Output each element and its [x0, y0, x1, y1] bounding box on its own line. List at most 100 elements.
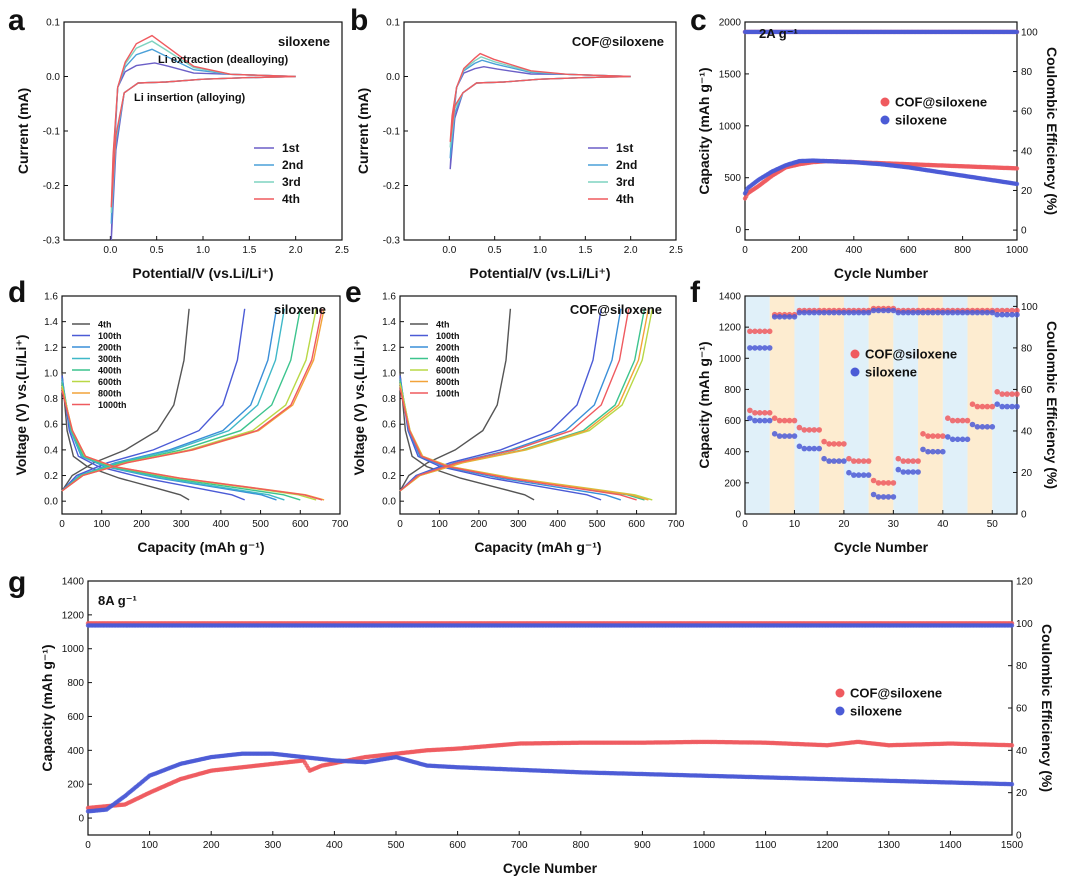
capacity-point-siloxene [786, 433, 793, 439]
ce-point-siloxene CE [846, 309, 852, 316]
legend-label: 2nd [282, 158, 303, 172]
panel-c: 0 200 400 600 800 1000 0 500 1000 1500 2000 0 20 40 60… [690, 4, 1060, 281]
discharge-curve-1000th [61, 390, 323, 501]
capacity-point-siloxene [865, 472, 872, 478]
legend-label: 200th [436, 343, 460, 353]
capacity-point-siloxene [994, 401, 1000, 408]
ce-point-siloxene CE [786, 314, 793, 320]
y-tick-label: 1500 [719, 69, 742, 80]
x-axis-title: Cycle Number [503, 860, 598, 876]
y-tick-label: -0.3 [43, 236, 61, 247]
rate-band [942, 296, 968, 514]
capacity-point-COF@siloxene [974, 403, 981, 410]
capacity-point-COF@siloxene [851, 458, 857, 464]
ce-point-siloxene CE [979, 309, 986, 316]
x-axis-title: Potential/V (vs.Li/Li⁺) [469, 265, 610, 281]
y-tick-label: 0 [78, 814, 84, 825]
cv-curve-3rd [110, 40, 296, 213]
legend-label: 1000th [98, 400, 127, 410]
x-tick-label: 400 [213, 519, 230, 530]
discharge-curve-400th [61, 383, 301, 501]
capacity-point-siloxene [1004, 403, 1010, 410]
y-tick-label: 800 [724, 385, 741, 396]
y-tick-label: 0.1 [386, 18, 400, 29]
x-tick-label: 0.0 [442, 245, 456, 256]
ce-point-siloxene CE [880, 307, 887, 314]
x-tick-label: 700 [668, 519, 685, 530]
y-tick-label: 1400 [719, 292, 742, 303]
capacity-point-siloxene [806, 445, 813, 452]
capacity-point-siloxene [811, 445, 817, 452]
capacity-point-COF@siloxene [989, 403, 996, 410]
legend-label: 1st [616, 141, 633, 155]
capacity-point-COF@siloxene [1014, 391, 1020, 397]
rate-band [769, 296, 795, 514]
x-tick-label: 0 [59, 519, 65, 530]
ce-point-siloxene CE [801, 309, 808, 316]
y-tick-label: 0.8 [44, 394, 58, 405]
rate-band [893, 296, 919, 514]
x-tick-label: 1000 [693, 840, 716, 851]
discharge-curve-4th [399, 372, 535, 501]
capacity-point-siloxene [781, 433, 788, 439]
capacity-point-COF@siloxene [949, 417, 956, 424]
y-tick-label: 1.4 [44, 317, 58, 328]
ce-point-siloxene CE [905, 309, 911, 316]
x-tick-label: 500 [388, 840, 405, 851]
legend-label: 800th [436, 377, 460, 387]
capacity-point-COF@siloxene [762, 410, 768, 416]
charge-curve-100th [399, 308, 630, 492]
capacity-point-siloxene [1014, 181, 1020, 187]
y2-tick-label: 60 [1021, 107, 1033, 118]
y-tick-label: 0.0 [44, 497, 58, 508]
legend-marker [850, 349, 860, 359]
x-tick-label: 200 [203, 840, 220, 851]
x-tick-label: 2.5 [669, 245, 683, 256]
capacity-point-COF@siloxene [910, 458, 916, 464]
y-tick-label: 0.4 [44, 445, 58, 456]
x-axis-title: Cycle Number [834, 539, 929, 555]
ce-point-siloxene CE [821, 309, 827, 316]
capacity-point-COF@siloxene [984, 403, 991, 410]
capacity-point-siloxene [855, 472, 862, 478]
cv-curve-1st [110, 62, 296, 241]
ce-point-siloxene CE [841, 309, 847, 316]
x-tick-label: 1400 [939, 840, 962, 851]
panel-g: 0 100 200 300 400 500 600 700 800 900 1000 1100 1200… [8, 566, 1055, 876]
panel-a: 0.0 0.5 1.0 1.5 2.0 2.5 -0.3 -0.2 -0.1 0.0 0.1 Pote… [8, 4, 349, 281]
capacity-point-COF@siloxene [860, 458, 867, 464]
ce-point-siloxene CE [1009, 623, 1015, 628]
x-tick-label: 0.5 [488, 245, 502, 256]
y-tick-label: 1.2 [44, 343, 58, 354]
x-tick-label: 0.5 [150, 245, 164, 256]
y-tick-label: 2000 [719, 18, 742, 29]
y-tick-label: 1.4 [382, 317, 396, 328]
capacity-point-COF@siloxene [1014, 166, 1020, 171]
ce-point-siloxene CE [959, 309, 966, 316]
legend-marker [850, 367, 860, 377]
capacity-point-COF@siloxene [964, 417, 971, 424]
charge-curve-200th [61, 308, 278, 492]
discharge-curve-4th [61, 372, 190, 501]
y2-tick-label: 40 [1021, 426, 1033, 437]
discharge-curve-100th [61, 375, 245, 501]
capacity-point-COF@siloxene [796, 424, 803, 431]
rate-annotation: 8A g⁻¹ [98, 593, 137, 608]
capacity-point-siloxene [841, 458, 847, 464]
x-tick-label: 600 [292, 519, 309, 530]
x-tick-label: 40 [937, 519, 949, 530]
y-tick-label: 0.1 [46, 18, 60, 29]
y2-tick-label: 80 [1021, 67, 1033, 78]
annotation-insertion: Li insertion (alloying) [134, 92, 246, 104]
capacity-point-siloxene [989, 424, 996, 430]
capacity-point-COF@siloxene [930, 433, 936, 439]
ce-point-siloxene CE [870, 307, 877, 314]
y2-axis-title: Coulombic Efficiency (%) [1039, 624, 1055, 792]
x-tick-label: 400 [549, 519, 566, 530]
capacity-point-COF@siloxene [875, 480, 882, 486]
y-tick-label: 0.6 [44, 420, 58, 431]
capacity-point-COF@siloxene [752, 410, 758, 416]
charge-curve-100th [61, 308, 246, 492]
ce-point-siloxene CE [989, 309, 996, 316]
x-tick-label: 2.0 [624, 245, 638, 256]
